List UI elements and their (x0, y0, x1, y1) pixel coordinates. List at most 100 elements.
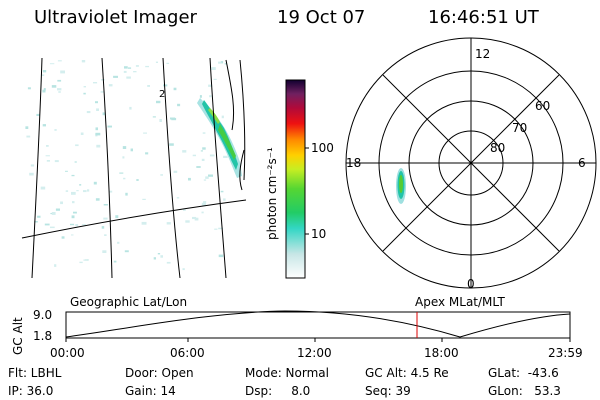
emission-speckle (166, 62, 170, 64)
lat-label-70: 70 (512, 121, 528, 135)
strip-y-tick-min: 1.8 (33, 329, 53, 343)
emission-speckle (130, 148, 133, 152)
emission-speckle (79, 261, 83, 264)
emission-speckle (42, 89, 46, 93)
emission-speckle (188, 177, 191, 181)
emission-speckle (196, 166, 201, 168)
strip-frame (65, 311, 571, 339)
strip-x-ticks (65, 338, 571, 342)
emission-speckle (46, 160, 50, 162)
emission-speckle (159, 119, 162, 122)
info-filter: Flt: LBHL (8, 366, 62, 380)
mlt-label-18: 18 (346, 156, 362, 170)
strip-x-tick-2359: 23:59 (548, 346, 583, 360)
emission-speckle (113, 75, 118, 78)
polar-plot (345, 37, 597, 289)
emission-speckle (192, 154, 196, 157)
colorbar-label-10: 10 (311, 227, 327, 241)
emission-speckle (41, 74, 45, 76)
map-marker: 2 (159, 89, 165, 100)
emission-speckle (223, 155, 228, 158)
emission-speckle (58, 91, 61, 93)
emission-speckle (124, 66, 128, 69)
emission-speckle (220, 61, 224, 64)
emission-speckle (70, 223, 75, 226)
emission-speckle (113, 260, 117, 263)
info-glon: GLon: 53.3 (488, 384, 561, 398)
emission-speckle (75, 224, 79, 227)
emission-speckle (214, 228, 218, 230)
emission-speckle (36, 113, 40, 116)
info-gc-alt: GC Alt: 4.5 Re (365, 366, 449, 380)
emission-speckle (65, 170, 68, 172)
info-mode: Mode: Normal (245, 366, 329, 380)
emission-speckle (87, 189, 90, 192)
emission-speckle (71, 234, 74, 236)
lat-label-60: 60 (535, 99, 551, 113)
emission-speckle (95, 127, 98, 131)
emission-speckle (194, 217, 199, 221)
colorbar-gradient (285, 79, 306, 279)
emission-speckle (50, 226, 55, 229)
emission-speckle (218, 61, 222, 64)
emission-speckle (71, 215, 75, 219)
strip-y-label: GC Alt (11, 317, 25, 355)
emission-speckle (142, 198, 146, 200)
emission-speckle (83, 259, 88, 261)
emission-speckle (119, 172, 124, 174)
colorbar-unit-label: photon cm⁻²s⁻¹ (265, 147, 279, 240)
emission-speckle (182, 150, 187, 153)
emission-speckle (37, 215, 41, 218)
colorbar (285, 79, 309, 279)
emission-speckle (96, 144, 101, 148)
emission-speckle (173, 170, 178, 173)
emission-speckle (126, 76, 131, 79)
emission-speckle (55, 208, 60, 211)
emission-speckle (86, 111, 91, 114)
strip-x-tick-1800: 18:00 (424, 346, 459, 360)
emission-speckle (201, 211, 204, 214)
emission-speckle (156, 100, 161, 104)
emission-speckle (81, 224, 86, 226)
emission-speckle (49, 63, 55, 65)
emission-speckle (83, 92, 86, 95)
emission-speckle (203, 201, 207, 204)
emission-speckle (30, 164, 35, 167)
info-glat: GLat: -43.6 (488, 366, 559, 380)
emission-speckle (153, 257, 156, 260)
emission-speckle (71, 191, 76, 195)
emission-speckle (209, 154, 215, 157)
emission-speckle (127, 67, 132, 69)
emission-speckle (71, 174, 75, 177)
emission-speckle (54, 129, 57, 131)
emission-speckle (57, 60, 62, 62)
emission-speckle (143, 132, 147, 134)
emission-speckle (202, 132, 206, 134)
emission-speckle (103, 204, 108, 206)
emission-speckle (145, 152, 149, 155)
emission-speckle (163, 84, 168, 87)
emission-speckle (107, 125, 112, 128)
strip-x-tick-0000: 00:00 (50, 346, 85, 360)
emission-speckle (160, 255, 163, 258)
emission-speckle (125, 192, 128, 196)
geo-grid-lines (21, 57, 247, 279)
emission-speckle (129, 106, 132, 110)
faint-emission-speckles (25, 60, 228, 271)
strip-right-title: Apex MLat/MLT (415, 295, 505, 309)
emission-speckle (101, 79, 105, 81)
emission-speckle (208, 174, 213, 177)
emission-speckle (44, 223, 50, 226)
emission-speckle (29, 172, 34, 176)
emission-speckle (45, 155, 50, 157)
emission-speckle (208, 84, 213, 87)
lat-label-80: 80 (490, 141, 506, 155)
emission-speckle (224, 63, 227, 65)
emission-speckle (152, 116, 156, 118)
info-ip: IP: 36.0 (8, 384, 54, 398)
emission-speckle (73, 211, 77, 214)
emission-speckle (157, 253, 161, 255)
emission-speckle (177, 103, 181, 107)
emission-speckle (123, 70, 127, 73)
